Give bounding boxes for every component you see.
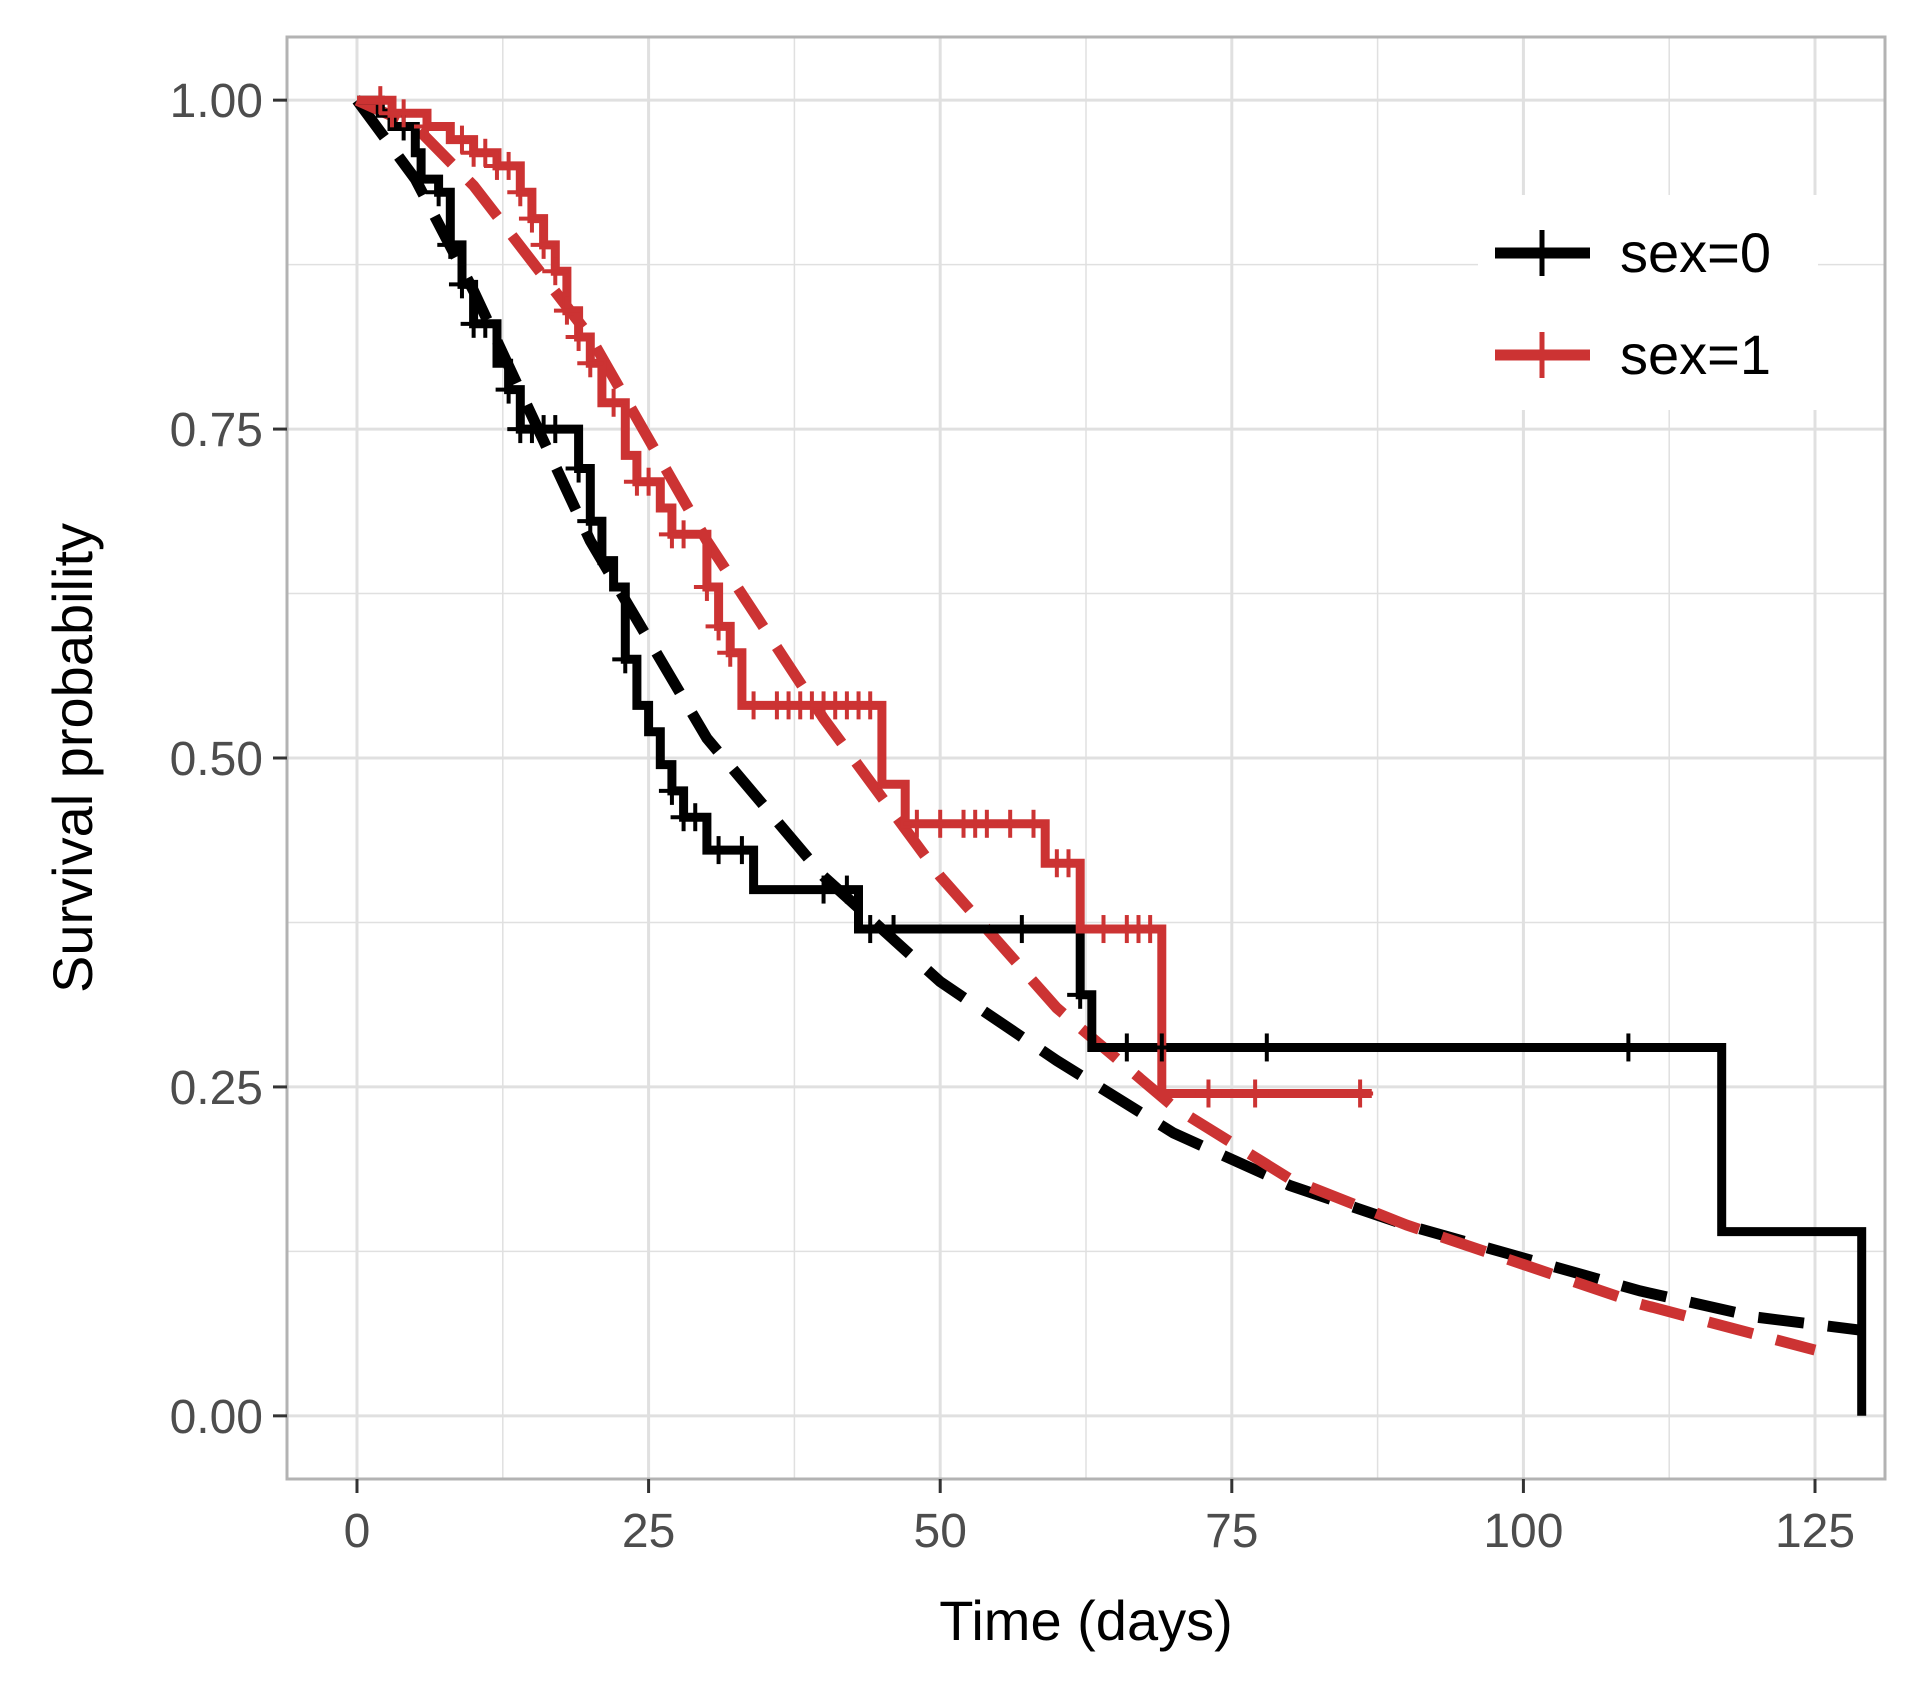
x-tick-label: 75: [1205, 1505, 1258, 1558]
axes: 0 25 50 75 100 125 0.00 0.25 0.50 0.75 1.00: [170, 75, 1855, 1558]
fit-curve-1: [354, 95, 1817, 1356]
legend-item-sex1: sex=1: [1495, 323, 1771, 386]
x-tick-label: 100: [1483, 1505, 1563, 1558]
legend-background: [1478, 195, 1818, 410]
y-axis-title: Survival probability: [41, 523, 104, 993]
legend-label-sex0: sex=0: [1620, 221, 1771, 284]
y-tick-label: 0.50: [170, 733, 263, 786]
grid: [287, 37, 1885, 1479]
y-tick-label: 0.75: [170, 404, 263, 457]
x-tick-label: 25: [622, 1505, 675, 1558]
legend: sex=0 sex=1: [1478, 195, 1818, 410]
y-tick-label: 1.00: [170, 75, 263, 128]
x-tick-label: 125: [1775, 1505, 1855, 1558]
x-tick-label: 0: [344, 1505, 371, 1558]
x-axis-title: Time (days): [939, 1589, 1233, 1652]
legend-item-sex0: sex=0: [1495, 221, 1771, 284]
y-tick-label: 0.00: [170, 1391, 263, 1444]
x-tick-label: 50: [914, 1505, 967, 1558]
censor-marks: [367, 86, 1642, 1108]
y-tick-label: 0.25: [170, 1062, 263, 1115]
legend-label-sex1: sex=1: [1620, 323, 1771, 386]
